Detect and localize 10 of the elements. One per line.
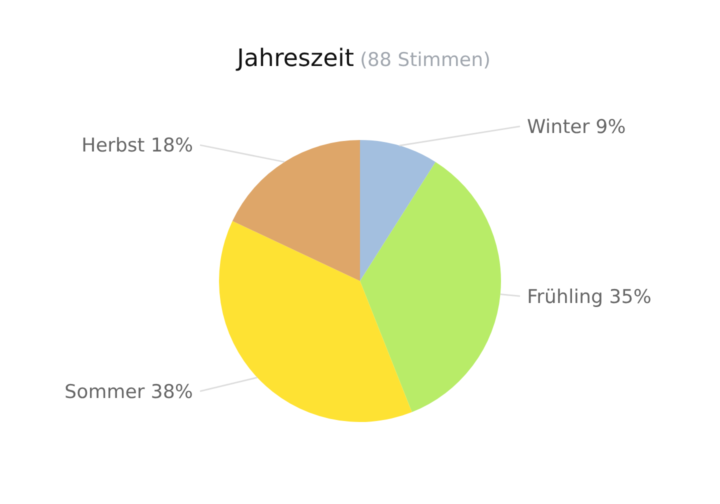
slice-label: Herbst 18% [82, 134, 193, 157]
slice-label: Sommer 38% [64, 380, 193, 403]
pie-slice [219, 220, 412, 422]
pie-slice [360, 140, 436, 281]
chart-subtitle: (88 Stimmen) [360, 49, 491, 71]
chart-title: Jahreszeit [234, 44, 354, 72]
slice-label: Winter 9% [527, 116, 626, 138]
slice-label: Frühling 35% [527, 286, 652, 308]
pie-slice [360, 162, 501, 412]
pie-slice [232, 140, 360, 281]
